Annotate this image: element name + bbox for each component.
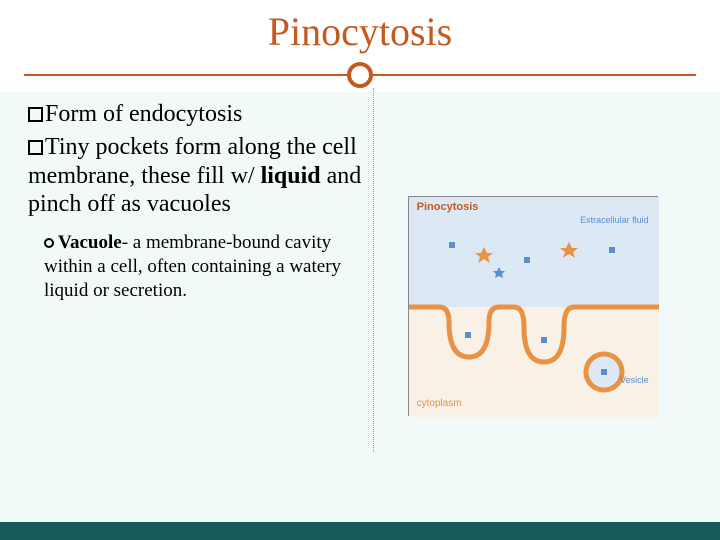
- bullet-2-bold: liquid: [261, 163, 321, 189]
- sub-term: Vacuole: [58, 232, 122, 253]
- bullet-2: Tiny pockets form along the cell membran…: [28, 133, 363, 219]
- bullet-1-text: Form of endocytosis: [45, 101, 242, 127]
- bullet-1: Form of endocytosis: [28, 100, 363, 129]
- extracellular-label: Extracellular fluid: [580, 215, 649, 225]
- slide: Pinocytosis Form of endocytosis Tiny poc…: [0, 0, 720, 540]
- bottom-bar: [0, 522, 720, 540]
- content-area: Form of endocytosis Tiny pockets form al…: [28, 100, 692, 512]
- diagram-title-label: Pinocytosis: [417, 201, 479, 213]
- diagram-column: Pinocytosis Extracellular fluid Vesicle …: [373, 100, 692, 512]
- square-bullet-icon: [28, 140, 43, 155]
- sub-bullet: Vacuole- a membrane-bound cavity within …: [44, 231, 363, 302]
- pinocytosis-diagram: Pinocytosis Extracellular fluid Vesicle …: [408, 196, 658, 416]
- title-ring-icon: [347, 62, 373, 88]
- vesicle-label: Vesicle: [620, 375, 649, 385]
- text-column: Form of endocytosis Tiny pockets form al…: [28, 100, 373, 512]
- column-divider: [373, 88, 374, 452]
- cytoplasm-label: cytoplasm: [417, 398, 462, 409]
- title-area: Pinocytosis: [0, 0, 720, 92]
- square-bullet-icon: [28, 107, 43, 122]
- slide-title: Pinocytosis: [0, 8, 720, 55]
- ring-bullet-icon: [44, 238, 54, 248]
